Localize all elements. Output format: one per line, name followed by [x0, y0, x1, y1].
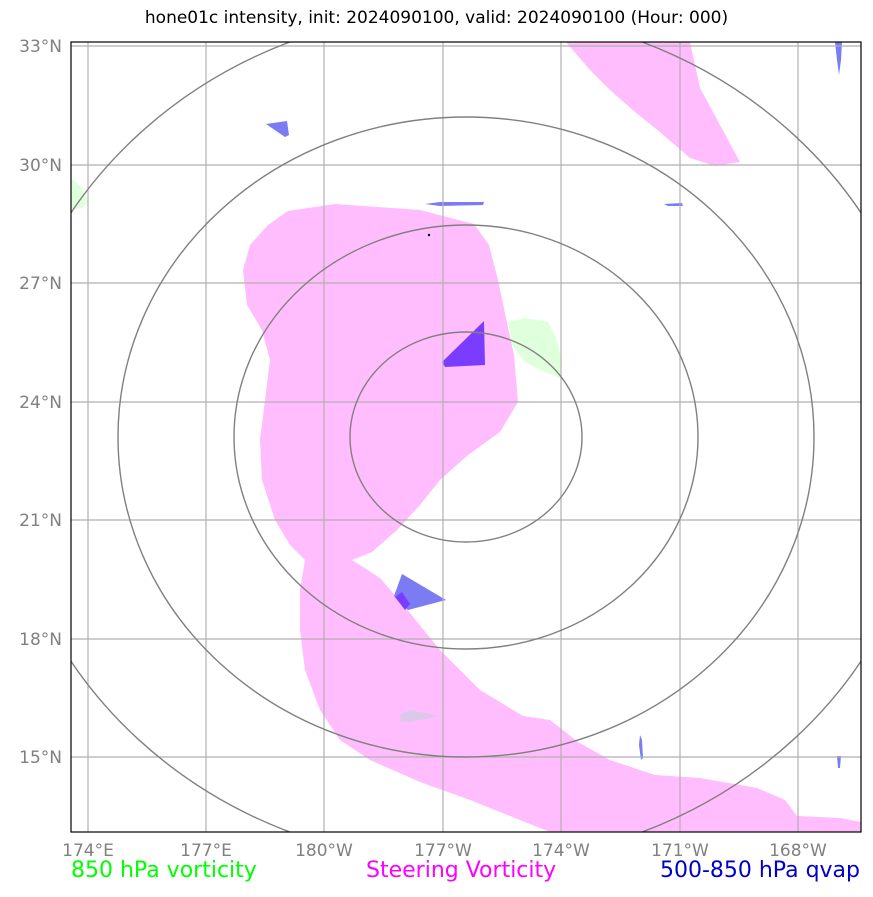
range-ring-1 [349, 331, 583, 543]
lat-label: 24°N [19, 393, 62, 413]
qvap-area-2 [425, 202, 484, 206]
lon-label: 177°E [180, 841, 232, 861]
faint-area [400, 710, 440, 722]
lat-label: 18°N [19, 630, 62, 650]
lon-labels: 174°E 177°E 180°W 177°W 174°W 171°W 168°… [62, 841, 827, 861]
range-rings [71, 42, 861, 832]
legend-850-vorticity: 850 hPa vorticity [71, 858, 257, 883]
lon-label: 174°W [532, 841, 590, 861]
range-ring-2 [233, 224, 699, 650]
lat-label: 21°N [19, 511, 62, 531]
steering-vorticity-area-north [566, 42, 740, 166]
legend-qvap: 500-850 hPa qvap [659, 858, 860, 883]
storm-center-marker [427, 233, 431, 237]
qvap-area-1 [266, 121, 289, 137]
qvap-area-3 [664, 203, 683, 206]
lat-label: 30°N [19, 156, 62, 176]
qvap-area-5 [639, 735, 643, 760]
lat-labels: 33°N 30°N 27°N 24°N 21°N 18°N 15°N [19, 37, 62, 768]
qvap-area-6 [837, 756, 841, 768]
lon-label: 177°W [414, 841, 472, 861]
map-frame [70, 41, 862, 833]
range-ring-3 [117, 116, 815, 758]
qvap-area-south-dark [395, 592, 410, 610]
lon-label: 171°W [651, 841, 709, 861]
legend-steering-vorticity: Steering Vorticity [366, 858, 557, 883]
steering-vorticity-area [243, 204, 861, 832]
qvap-area-4 [835, 42, 842, 75]
lon-label: 168°W [769, 841, 827, 861]
lat-label: 27°N [19, 274, 62, 294]
grid [71, 42, 861, 832]
lon-label: 174°E [62, 841, 114, 861]
lat-label: 15°N [19, 748, 62, 768]
lon-label: 180°W [295, 841, 353, 861]
vorticity-850-area-west [71, 178, 88, 210]
plot-title: hone01c intensity, init: 2024090100, val… [144, 8, 729, 28]
lat-label: 33°N [19, 37, 62, 57]
